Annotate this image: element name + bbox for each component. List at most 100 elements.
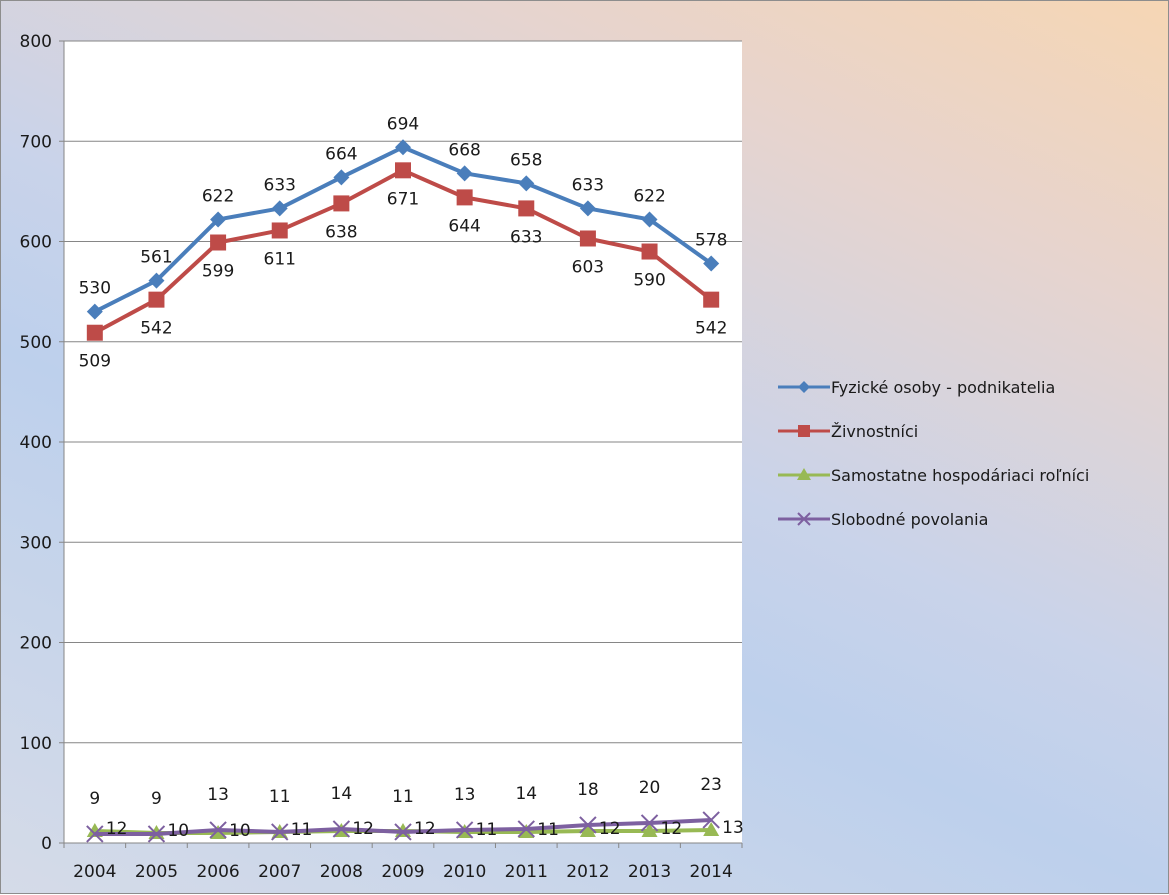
y-tick-label: 500 bbox=[20, 333, 52, 353]
data-point bbox=[641, 211, 658, 228]
data-label: 671 bbox=[387, 189, 419, 209]
y-tick-label: 100 bbox=[20, 734, 52, 754]
data-point bbox=[518, 175, 535, 192]
data-label: 10 bbox=[229, 821, 251, 841]
data-label: 20 bbox=[639, 778, 661, 798]
data-labels: 530 561 622 633 664 694 668 658 633 622 578 509 542 5… bbox=[79, 114, 744, 841]
data-point bbox=[518, 823, 535, 838]
data-label: 590 bbox=[633, 271, 665, 291]
data-point bbox=[147, 825, 166, 843]
data-point bbox=[703, 821, 720, 836]
data-point bbox=[517, 820, 535, 838]
data-point bbox=[148, 272, 165, 289]
data-label: 14 bbox=[331, 784, 353, 804]
data-label: 12 bbox=[414, 819, 436, 839]
data-label: 633 bbox=[510, 227, 542, 247]
data-label: 12 bbox=[661, 819, 683, 839]
data-label: 694 bbox=[387, 114, 419, 134]
data-label: 12 bbox=[352, 819, 374, 839]
series bbox=[86, 139, 720, 843]
data-point bbox=[148, 291, 165, 308]
data-label: 10 bbox=[167, 821, 189, 841]
data-label: 11 bbox=[537, 820, 559, 840]
data-label: 664 bbox=[325, 144, 357, 164]
x-tick-label: 2010 bbox=[443, 862, 486, 882]
data-label: 633 bbox=[572, 175, 604, 195]
data-point bbox=[456, 165, 473, 182]
data-point bbox=[210, 234, 227, 251]
x-tick-label: 2005 bbox=[135, 862, 178, 882]
data-label: 638 bbox=[325, 222, 357, 242]
y-tick-label: 700 bbox=[20, 132, 52, 152]
data-point bbox=[579, 822, 596, 837]
data-point bbox=[395, 162, 411, 179]
data-label: 603 bbox=[572, 257, 604, 277]
data-label: 578 bbox=[695, 231, 727, 251]
data-point bbox=[271, 222, 288, 239]
y-tick-label: 600 bbox=[20, 233, 52, 253]
grid-lines bbox=[64, 40, 742, 744]
data-point bbox=[210, 824, 227, 839]
data-label: 509 bbox=[79, 352, 111, 372]
x-marker-icon bbox=[778, 512, 830, 526]
y-tick-label: 400 bbox=[20, 433, 52, 453]
data-point bbox=[456, 189, 473, 206]
data-point bbox=[86, 303, 103, 320]
x-tick-label: 2011 bbox=[505, 862, 548, 882]
diamond-marker-icon bbox=[778, 381, 830, 393]
data-point bbox=[395, 139, 411, 156]
y-tick-label: 800 bbox=[20, 32, 52, 52]
data-label: 23 bbox=[700, 775, 722, 795]
data-point bbox=[579, 200, 596, 217]
legend-label: Slobodné povolania bbox=[831, 510, 989, 529]
data-point bbox=[702, 811, 720, 829]
axes: 0 100 200 300 400 500 600 700 800 2004 2005 2006 200… bbox=[20, 32, 743, 882]
data-point bbox=[641, 243, 658, 260]
data-label: 599 bbox=[202, 262, 234, 282]
data-label: 11 bbox=[476, 820, 498, 840]
x-tick-label: 2007 bbox=[258, 862, 301, 882]
data-point bbox=[641, 822, 658, 837]
data-label: 530 bbox=[79, 279, 111, 299]
data-point bbox=[703, 291, 720, 308]
y-tick-label: 0 bbox=[41, 834, 52, 854]
data-point bbox=[703, 255, 720, 272]
data-point bbox=[86, 324, 103, 341]
data-point bbox=[394, 823, 412, 841]
data-label: 14 bbox=[515, 784, 537, 804]
data-point bbox=[271, 823, 289, 841]
data-label: 13 bbox=[454, 785, 476, 805]
data-label: 611 bbox=[264, 249, 296, 269]
data-label: 11 bbox=[291, 820, 313, 840]
square-marker-icon bbox=[778, 425, 830, 437]
data-point bbox=[579, 816, 597, 834]
data-label: 11 bbox=[269, 787, 291, 807]
legend-label: Fyzické osoby - podnikatelia bbox=[831, 378, 1056, 397]
data-point bbox=[86, 825, 104, 843]
x-tick-label: 2014 bbox=[690, 862, 733, 882]
y-tick-label: 300 bbox=[20, 533, 52, 553]
data-label: 12 bbox=[106, 819, 128, 839]
data-point bbox=[579, 230, 596, 247]
data-label: 13 bbox=[722, 818, 744, 838]
data-point bbox=[209, 821, 227, 839]
data-label: 542 bbox=[140, 319, 172, 339]
data-label: 668 bbox=[448, 140, 480, 160]
x-tick-label: 2004 bbox=[73, 862, 116, 882]
x-tick-label: 2012 bbox=[566, 862, 609, 882]
data-label: 622 bbox=[202, 186, 234, 206]
data-point bbox=[332, 820, 351, 838]
data-label: 644 bbox=[448, 216, 480, 236]
data-point bbox=[518, 200, 535, 217]
data-label: 561 bbox=[140, 248, 172, 268]
data-point bbox=[271, 200, 288, 217]
data-point bbox=[455, 821, 474, 839]
data-label: 633 bbox=[264, 175, 296, 195]
data-label: 12 bbox=[599, 819, 621, 839]
data-point bbox=[333, 169, 350, 186]
data-label: 542 bbox=[695, 319, 727, 339]
x-tick-label: 2006 bbox=[196, 862, 239, 882]
data-point bbox=[640, 814, 659, 832]
